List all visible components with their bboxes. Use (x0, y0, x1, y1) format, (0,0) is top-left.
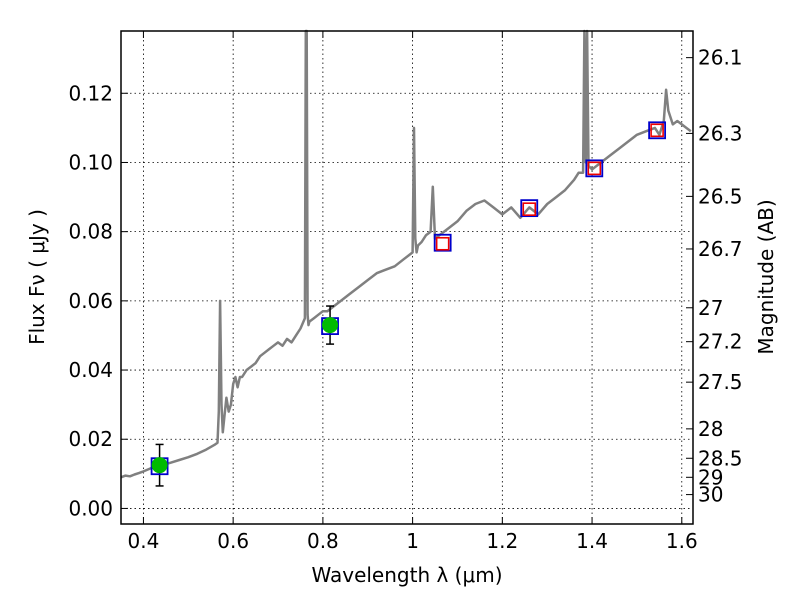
y-tick-label: 0.10 (68, 150, 113, 174)
mag-tick-label: 27 (698, 296, 723, 320)
model-square-marker (587, 161, 602, 176)
mag-tick-label: 30 (698, 483, 723, 507)
x-tick-label: 1.6 (666, 529, 698, 553)
y-axis-title: Flux Fν ( μJy ) (25, 209, 49, 345)
x-axis-title: Wavelength λ (μm) (311, 563, 502, 587)
y-tick-label: 0.08 (68, 220, 113, 244)
series-layer (120, 29, 692, 487)
mag-tick-label: 28.5 (698, 446, 743, 470)
y-tick-label: 0.02 (68, 427, 113, 451)
x-tick-label: 0.4 (128, 529, 160, 553)
mag-tick-label: 28 (698, 417, 723, 441)
mag-tick-label: 26.3 (698, 121, 743, 145)
plot-frame (120, 30, 694, 525)
model-square-marker (650, 123, 664, 138)
photometry-circle-marker (151, 457, 168, 474)
ticks: 0.4 0.6 0.8 1 1.2 1.4 1.6 0.00 0.02 0.04 0.06 0.08 0… (68, 31, 743, 553)
y-tick-label: 0.12 (68, 81, 113, 105)
photometry-square-marker (433, 233, 452, 252)
model-square-marker (435, 236, 450, 251)
mag-tick-label: 26.5 (698, 184, 743, 208)
model-square-marker (522, 202, 537, 216)
photometry-circle-marker (322, 317, 339, 334)
mag-tick-label: 29 (698, 465, 723, 489)
photometry-square-marker (585, 159, 604, 178)
x-tick-label: 1.4 (576, 529, 608, 553)
x-tick-label: 1 (406, 529, 419, 553)
grid-lines (121, 31, 693, 524)
y2-axis-title: Magnitude (AB) (754, 199, 778, 354)
x-tick-label: 0.8 (307, 529, 339, 553)
mag-tick-label: 27.2 (698, 330, 743, 354)
photometry-square-marker (648, 121, 667, 140)
y-tick-label: 0.06 (68, 289, 113, 313)
mag-tick-label: 26.1 (698, 46, 743, 70)
spectrum-line (120, 29, 692, 479)
x-tick-label: 0.6 (217, 529, 249, 553)
photometry-square-marker (520, 199, 539, 218)
mag-tick-label: 27.5 (698, 370, 743, 394)
mag-tick-label: 26.7 (698, 237, 743, 261)
y-tick-label: 0.00 (68, 496, 113, 520)
x-tick-label: 1.2 (486, 529, 518, 553)
y-tick-label: 0.04 (68, 358, 113, 382)
